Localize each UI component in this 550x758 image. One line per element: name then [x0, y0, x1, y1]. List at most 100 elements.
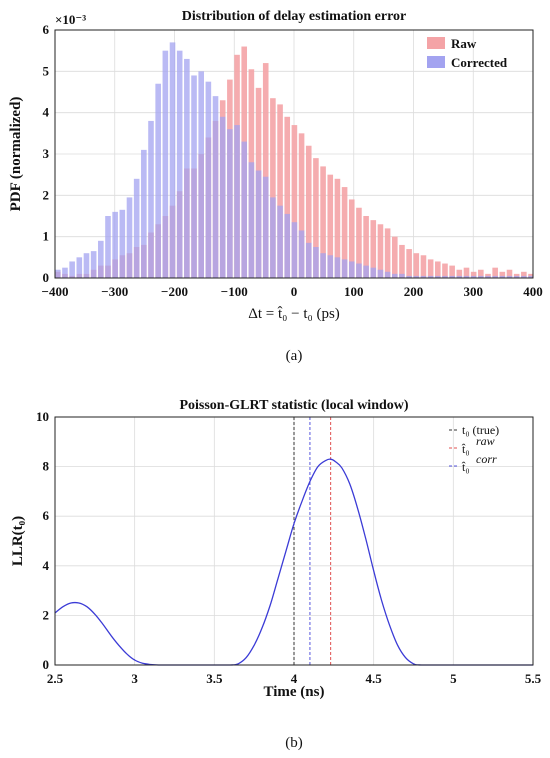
- histogram-bar-corrected: [370, 267, 377, 278]
- histogram-bar-corrected: [141, 149, 147, 278]
- histogram-bar-corrected: [69, 261, 75, 278]
- histogram-bar-raw: [413, 253, 420, 278]
- histogram-bar-corrected: [248, 162, 255, 278]
- histogram-bar-corrected: [499, 275, 506, 278]
- histogram-bar-corrected: [435, 275, 441, 278]
- histogram-chart: −400 −300 −200 −100 0 100 200 300 400 0 1 2 3 4 5 6 Di…: [8, 9, 543, 322]
- x-tick-label: 5.5: [525, 671, 542, 686]
- histogram-bar-corrected: [485, 275, 491, 278]
- histogram-bar-corrected: [62, 267, 68, 278]
- histogram-bar-corrected: [76, 257, 83, 278]
- histogram-bar-raw: [363, 216, 369, 278]
- histogram-bar-corrected: [456, 275, 463, 278]
- histogram-bar-raw: [435, 261, 441, 278]
- x-tick-label: 3.5: [206, 671, 223, 686]
- histogram-bar-corrected: [478, 275, 484, 278]
- histogram-bar-raw: [406, 249, 412, 278]
- y-tick-label: 3: [43, 146, 50, 161]
- histogram-bar-corrected: [384, 271, 391, 278]
- histogram-bar-raw: [478, 269, 484, 278]
- histogram-bar-corrected: [320, 253, 326, 278]
- histogram-bar-corrected: [119, 209, 126, 278]
- histogram-bar-corrected: [241, 141, 248, 278]
- histogram-bar-corrected: [90, 251, 97, 278]
- histogram-bar-corrected: [169, 42, 176, 279]
- histogram-bar-raw: [463, 267, 470, 278]
- histogram-bar-raw: [320, 166, 326, 278]
- x-tick-label: −400: [42, 284, 69, 299]
- histogram-bar-raw: [391, 236, 398, 278]
- x-axis-label-a: Δt = t̂₀ − t₀ (ps): [248, 306, 340, 322]
- histogram-bar-raw: [492, 267, 498, 278]
- x-tick-label: −300: [101, 284, 128, 299]
- histogram-bar-corrected: [83, 253, 90, 278]
- histogram-bar-corrected: [133, 178, 140, 278]
- llr-line-chart: 2.5 3 3.5 4 4.5 5 5.5 0 2 4 6 8 10 Poisson-GLRT sta…: [10, 398, 542, 700]
- histogram-bar-raw: [399, 244, 405, 278]
- y-tick-label: 2: [43, 607, 50, 622]
- histogram-bar-raw: [270, 98, 276, 278]
- histogram-bar-corrected: [291, 222, 298, 278]
- legend-label-true: t₀ (true): [462, 423, 499, 437]
- legend-b: t₀ (true) t̂₀ raw t̂₀ corr: [449, 423, 499, 474]
- histogram-bar-raw: [521, 271, 527, 278]
- histogram-bar-corrected: [277, 205, 283, 278]
- y-tick-label: 1: [43, 229, 50, 244]
- histogram-bar-raw: [499, 271, 506, 278]
- y-axis-label-a: PDF (normalized): [8, 97, 24, 212]
- y-axis-label-b: LLR(t₀): [10, 516, 26, 566]
- histogram-bar-corrected: [377, 269, 384, 278]
- histogram-bar-raw: [384, 228, 391, 278]
- histogram-bar-raw: [313, 158, 319, 278]
- histogram-bar-corrected: [449, 275, 455, 278]
- x-tick-label: 4: [291, 671, 298, 686]
- histogram-bar-corrected: [112, 211, 118, 278]
- chart-title-a: Distribution of delay estimation error: [182, 9, 407, 24]
- y-ticks-b: 0 2 4 6 8 10: [36, 409, 50, 672]
- histogram-bar-corrected: [184, 58, 190, 278]
- legend-label-raw: Raw: [451, 36, 477, 51]
- histogram-bar-raw: [356, 207, 362, 278]
- chart-title-b: Poisson-GLRT statistic (local window): [179, 398, 408, 413]
- legend-sup-corr: corr: [476, 452, 497, 466]
- histogram-bar-raw: [470, 271, 477, 278]
- x-tick-label: 200: [404, 284, 424, 299]
- histogram-bar-corrected: [313, 247, 319, 278]
- histogram-bar-raw: [277, 104, 283, 279]
- caption-b: (b): [285, 735, 303, 751]
- legend-swatch-raw: [427, 37, 445, 49]
- y-tick-label: 8: [43, 459, 50, 474]
- histogram-bar-corrected: [176, 50, 183, 278]
- x-tick-label: 5: [450, 671, 457, 686]
- legend-swatch-corrected: [427, 56, 445, 68]
- y-tick-label: 0: [43, 657, 50, 672]
- histogram-bar-corrected: [506, 275, 513, 278]
- histogram-bar-corrected: [198, 71, 204, 278]
- histogram-bar-corrected: [363, 265, 369, 278]
- legend-label-corr: t̂₀: [462, 460, 470, 474]
- histogram-bar-corrected: [105, 216, 111, 278]
- axes-frame-a: [54, 29, 534, 279]
- legend-sup-raw: raw: [476, 434, 495, 448]
- y-tick-label: 5: [43, 63, 50, 78]
- histogram-bar-raw: [298, 133, 305, 278]
- x-tick-label: 400: [523, 284, 543, 299]
- histogram-bar-raw: [305, 145, 312, 278]
- histogram-bar-corrected: [399, 273, 405, 278]
- llr-curve: [54, 458, 533, 666]
- histogram-bar-corrected: [348, 261, 355, 278]
- histogram-bar-corrected: [463, 275, 470, 278]
- histogram-bar-corrected: [413, 275, 420, 278]
- histogram-bar-corrected: [205, 81, 212, 279]
- histogram-bar-corrected: [427, 275, 434, 278]
- histogram-bar-corrected: [420, 275, 427, 278]
- y-tick-label: 4: [43, 105, 50, 120]
- histogram-bar-raw: [327, 174, 334, 278]
- histogram-bar-corrected: [191, 75, 197, 278]
- x-tick-label: −100: [221, 284, 248, 299]
- histogram-bar-corrected: [55, 269, 61, 278]
- legend-a: Raw Corrected: [427, 36, 508, 70]
- histogram-bar-corrected: [442, 275, 448, 278]
- histogram-bar-raw: [377, 224, 384, 278]
